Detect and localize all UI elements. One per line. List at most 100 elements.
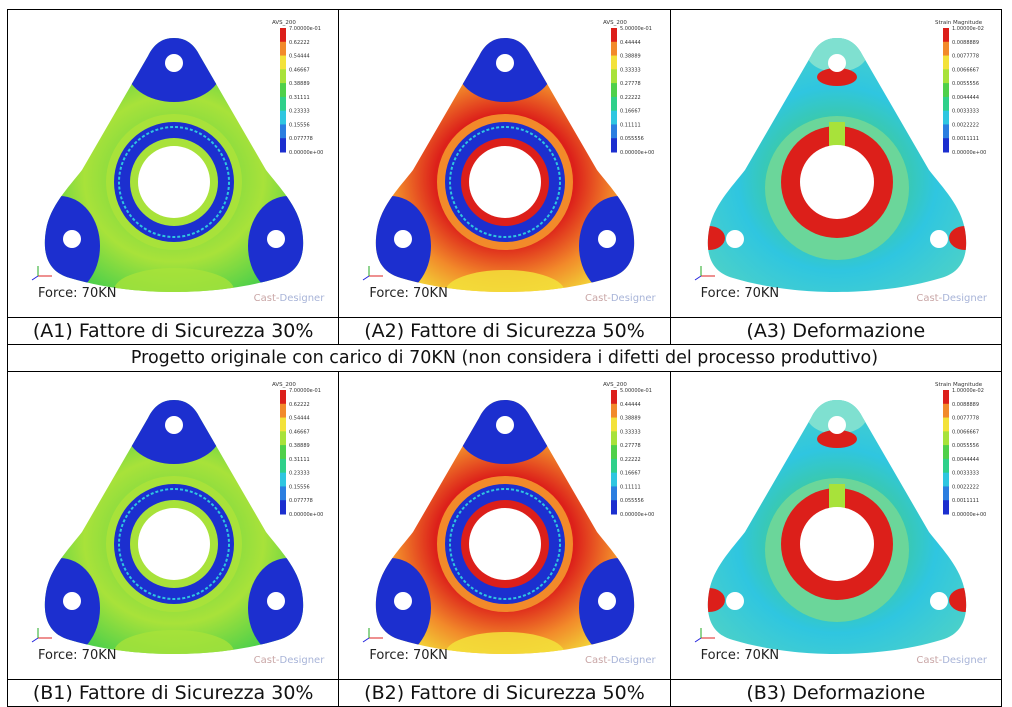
legend-title: AVS_200	[272, 382, 296, 388]
mount-hole-top	[165, 54, 183, 72]
legend-tick-label: 7.00000e-01	[289, 388, 321, 394]
axes-triad-icon	[31, 266, 52, 281]
legend-tick-label: 0.0077778	[952, 54, 979, 60]
legend-tick-label: 0.62222	[289, 402, 310, 408]
row-banner: Progetto originale con carico di 70KN (n…	[7, 344, 1002, 372]
legend-tick-label: 0.00000e+00	[289, 150, 323, 156]
legend-tick-label: 5.00000e-01	[620, 26, 652, 32]
legend-tick-label: 0.0011111	[952, 498, 979, 504]
legend-tick-label: 0.38889	[289, 443, 310, 449]
figure-table: AVS_200 7.00000e-01 0.62222 0.54444 0.46667 0…	[6, 9, 1003, 707]
mount-hole-left	[725, 230, 744, 248]
caption-b1: (B1) Fattore di Sicurezza 30%	[6, 679, 340, 707]
legend-tick-label: 0.0022222	[952, 122, 979, 128]
legend-tick-label: 0.15556	[289, 122, 310, 128]
force-label: Force: 70KN	[369, 648, 448, 663]
legend-tick-label: 0.46667	[289, 429, 310, 435]
legend-tick-label: 0.16667	[620, 471, 641, 477]
mount-hole-left	[394, 230, 413, 248]
legend-title: AVS_200	[272, 20, 296, 26]
legend-tick-label: 1.00000e-02	[952, 388, 984, 394]
axes-triad-icon	[363, 628, 384, 643]
legend-tick-label: 0.0066667	[952, 67, 979, 73]
center-hole	[799, 507, 874, 581]
panel-b1: AVS_200 7.00000e-01 0.62222 0.54444 0.46667 0…	[6, 371, 340, 680]
mount-hole-right	[267, 230, 285, 248]
legend-tick-label: 0.0033333	[952, 109, 979, 115]
caption-a2: (A2) Fattore di Sicurezza 50%	[338, 317, 671, 345]
legend-tick-label: 1.00000e-02	[952, 26, 984, 32]
axes-triad-icon	[694, 628, 715, 643]
caption-a3: (A3) Deformazione	[669, 317, 1003, 345]
panel-a3: Strain Magnitude 1.00000e-02 0.0088889 0.00…	[669, 9, 1003, 318]
legend-tick-label: 0.077778	[289, 136, 313, 142]
force-label: Force: 70KN	[700, 286, 780, 301]
legend-title: Strain Magnitude	[935, 382, 983, 388]
legend-title: Strain Magnitude	[935, 20, 983, 26]
mount-hole-left	[63, 230, 81, 248]
force-label: Force: 70KN	[700, 648, 780, 663]
legend-tick-label: 0.23333	[289, 471, 310, 477]
panel-b3: Strain Magnitude 1.00000e-02 0.0088889 0.00…	[669, 371, 1003, 680]
legend-tick-label: 0.22222	[620, 95, 641, 101]
legend-tick-label: 0.44444	[620, 40, 641, 46]
legend-tick-label: 0.055556	[620, 498, 644, 504]
legend-tick-label: 0.00000e+00	[952, 512, 986, 518]
mount-hole-right	[929, 230, 948, 248]
legend-tick-label: 0.055556	[620, 136, 644, 142]
panel-b2: AVS_200 5.00000e-01 0.44444 0.38889 0.33333 0…	[338, 371, 671, 680]
mount-hole-left	[394, 592, 413, 610]
legend-tick-label: 0.00000e+00	[620, 512, 654, 518]
center-hole	[138, 146, 210, 218]
legend-tick-label: 0.0011111	[952, 136, 979, 142]
mount-hole-top	[165, 416, 183, 434]
axes-triad-icon	[694, 266, 715, 281]
mount-hole-top	[496, 416, 515, 434]
brand-watermark: Cast-Designer	[253, 655, 325, 666]
center-hole	[799, 145, 874, 219]
axes-triad-icon	[363, 266, 384, 281]
mount-hole-left	[725, 592, 744, 610]
legend-tick-label: 0.0055556	[952, 443, 979, 449]
legend-tick-label: 7.00000e-01	[289, 26, 321, 32]
mount-hole-top	[827, 416, 846, 434]
legend-tick-label: 0.077778	[289, 498, 313, 504]
force-label: Force: 70KN	[369, 286, 448, 301]
legend-tick-label: 0.31111	[289, 95, 310, 101]
brand-watermark: Cast-Designer	[253, 293, 325, 304]
legend-tick-label: 0.0088889	[952, 402, 979, 408]
legend-tick-label: 5.00000e-01	[620, 388, 652, 394]
center-hole	[138, 508, 210, 580]
legend-tick-label: 0.38889	[289, 81, 310, 87]
legend-tick-label: 0.00000e+00	[620, 150, 654, 156]
legend-tick-label: 0.0022222	[952, 484, 979, 490]
brand-watermark: Cast-Designer	[585, 293, 656, 304]
legend-tick-label: 0.31111	[289, 457, 310, 463]
legend-title: AVS_200	[603, 20, 627, 26]
panel-a2: AVS_200 5.00000e-01 0.44444 0.38889 0.33333 0…	[338, 9, 671, 318]
mount-hole-right	[267, 592, 285, 610]
mount-hole-right	[598, 592, 617, 610]
center-hole	[469, 146, 542, 218]
legend-tick-label: 0.0077778	[952, 416, 979, 422]
legend-tick-label: 0.0088889	[952, 40, 979, 46]
mount-hole-right	[598, 230, 617, 248]
legend-tick-label: 0.44444	[620, 402, 641, 408]
legend-tick-label: 0.00000e+00	[289, 512, 323, 518]
caption-a1: (A1) Fattore di Sicurezza 30%	[6, 317, 340, 345]
legend-tick-label: 0.62222	[289, 40, 310, 46]
legend-tick-label: 0.15556	[289, 484, 310, 490]
panel-a1: AVS_200 7.00000e-01 0.62222 0.54444 0.46667 0…	[6, 9, 340, 318]
force-label: Force: 70KN	[38, 286, 117, 301]
legend-tick-label: 0.00000e+00	[952, 150, 986, 156]
mount-hole-left	[63, 592, 81, 610]
legend-tick-label: 0.54444	[289, 54, 310, 60]
